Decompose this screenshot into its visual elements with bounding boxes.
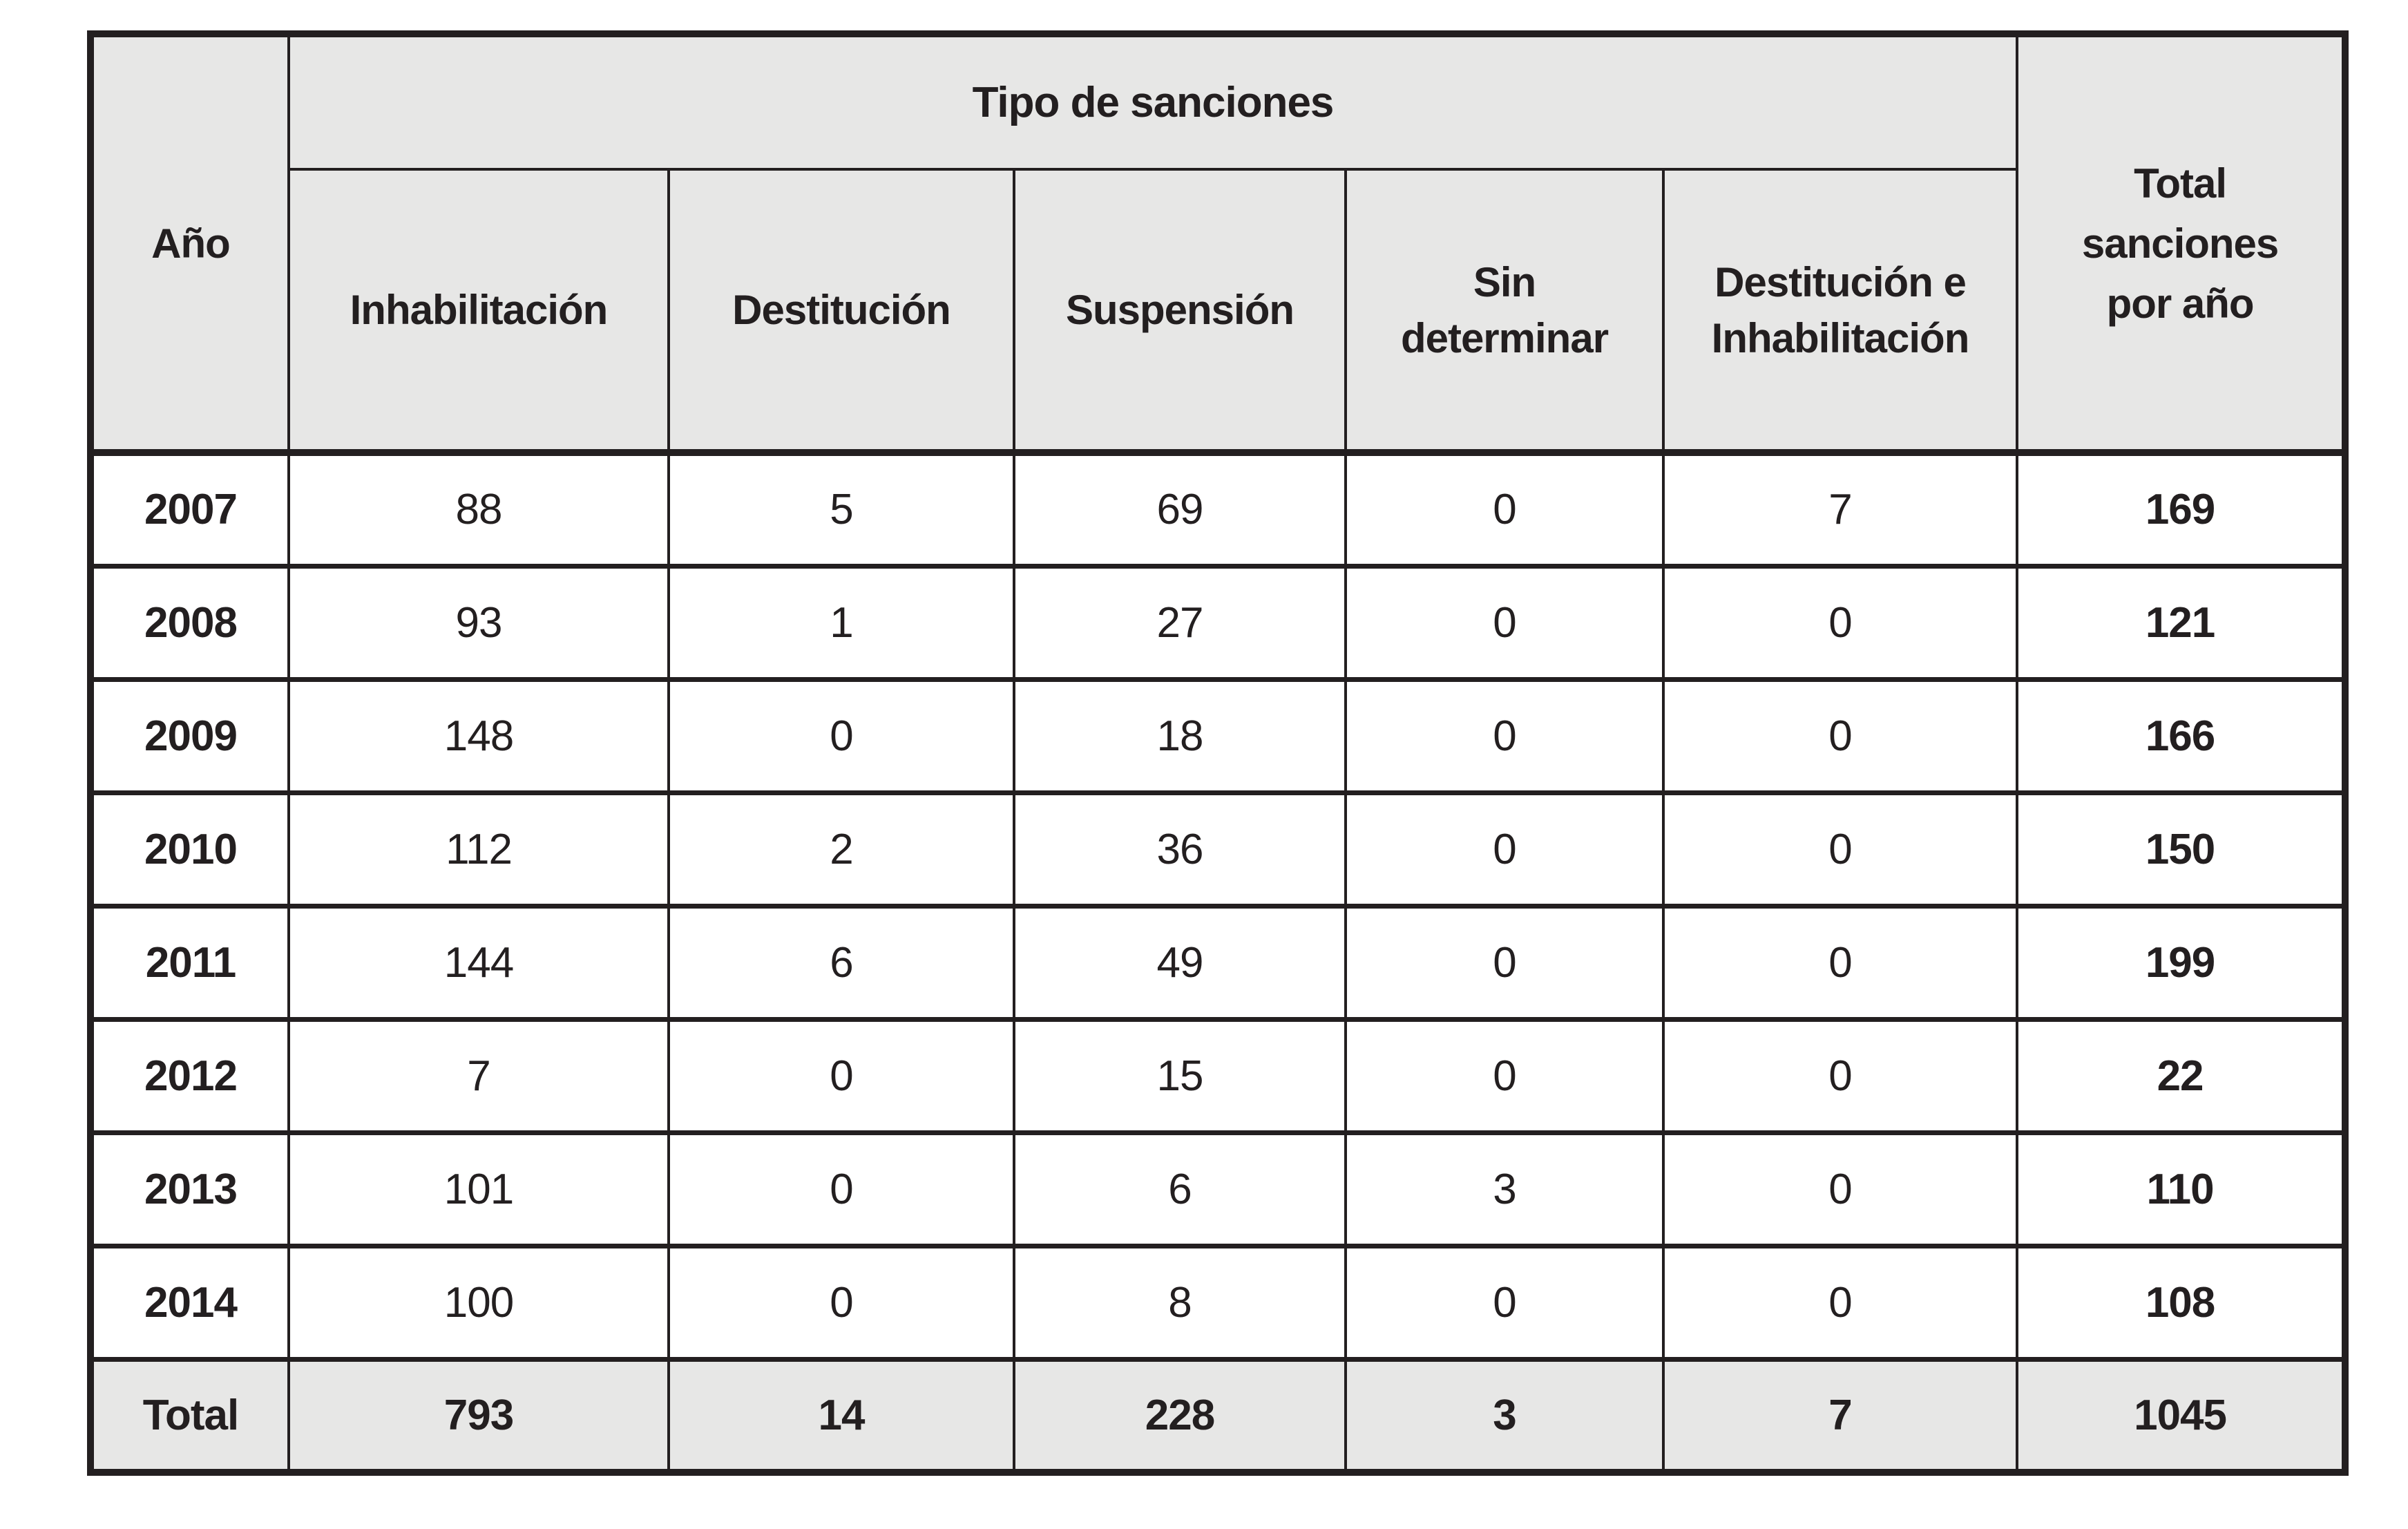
- value-cell: 0: [1344, 450, 1665, 569]
- year-cell: 2010: [89, 790, 290, 909]
- table-row-2010: 2010 112 2 36 0 0 150: [89, 790, 2347, 909]
- year-cell: 2009: [89, 676, 290, 795]
- row-total-cell: 169: [2016, 450, 2347, 569]
- value-cell: 0: [1344, 1243, 1665, 1362]
- total-value-cell: 14: [667, 1356, 1015, 1475]
- year-cell: 2014: [89, 1243, 290, 1362]
- value-cell: 3: [1344, 1130, 1665, 1248]
- table-total-row: Total 793 14 228 3 7 1045: [89, 1356, 2347, 1475]
- value-cell: 101: [287, 1130, 670, 1248]
- row-total-cell: 166: [2016, 676, 2347, 795]
- header-group-row: Año Tipo de sanciones Total sanciones po…: [89, 32, 2347, 456]
- value-cell: 15: [1013, 1016, 1347, 1135]
- value-cell: 0: [1344, 903, 1665, 1022]
- table-row-2013: 2013 101 0 6 3 0 110: [89, 1130, 2347, 1248]
- year-cell: 2012: [89, 1016, 290, 1135]
- value-cell: 148: [287, 676, 670, 795]
- col-header-sin-determinar: Sin determinar: [1344, 168, 1665, 456]
- value-cell: 7: [287, 1016, 670, 1135]
- col-header-inhabilitacion: Inhabilitación: [287, 168, 670, 456]
- grand-total-cell: 1045: [2016, 1356, 2347, 1475]
- value-cell: 144: [287, 903, 670, 1022]
- value-cell: 8: [1013, 1243, 1347, 1362]
- value-cell: 36: [1013, 790, 1347, 909]
- value-cell: 0: [1661, 790, 2019, 909]
- value-cell: 18: [1013, 676, 1347, 795]
- value-cell: 0: [1344, 563, 1665, 682]
- value-cell: 0: [1344, 790, 1665, 909]
- value-cell: 2: [667, 790, 1015, 909]
- col-header-destitucion-e-inhabilitacion: Destitución e Inhabilitación: [1661, 168, 2019, 456]
- row-total-cell: 121: [2016, 563, 2347, 682]
- value-cell: 7: [1661, 450, 2019, 569]
- header-columns-row: Inhabilitación Destitución Suspensión Si…: [90, 168, 2345, 456]
- sanctions-table: Año Tipo de sanciones Total sanciones po…: [87, 30, 2349, 1476]
- year-cell: 2011: [89, 903, 290, 1022]
- value-cell: 88: [287, 450, 670, 569]
- col-header-destitucion: Destitución: [667, 168, 1015, 456]
- table-row-2011: 2011 144 6 49 0 0 199: [89, 903, 2347, 1022]
- value-cell: 6: [1013, 1130, 1347, 1248]
- value-cell: 0: [667, 1243, 1015, 1362]
- total-value-cell: 793: [287, 1356, 670, 1475]
- value-cell: 69: [1013, 450, 1347, 569]
- table-row-2007: 2007 88 5 69 0 7 169: [89, 450, 2347, 569]
- total-label-cell: Total: [89, 1356, 290, 1475]
- row-total-cell: 110: [2016, 1130, 2347, 1248]
- table-row-2012: 2012 7 0 15 0 0 22: [89, 1016, 2347, 1135]
- col-header-suspension: Suspensión: [1013, 168, 1347, 456]
- value-cell: 0: [1661, 1243, 2019, 1362]
- value-cell: 49: [1013, 903, 1347, 1022]
- value-cell: 0: [1661, 563, 2019, 682]
- total-value-cell: 228: [1013, 1356, 1347, 1475]
- value-cell: 112: [287, 790, 670, 909]
- value-cell: 1: [667, 563, 1015, 682]
- value-cell: 27: [1013, 563, 1347, 682]
- year-column-header: Año: [89, 32, 290, 456]
- value-cell: 100: [287, 1243, 670, 1362]
- total-value-cell: 7: [1661, 1356, 2019, 1475]
- value-cell: 0: [1344, 676, 1665, 795]
- row-total-cell: 199: [2016, 903, 2347, 1022]
- table-row-2014: 2014 100 0 8 0 0 108: [89, 1243, 2347, 1362]
- year-cell: 2007: [89, 450, 290, 569]
- year-cell: 2008: [89, 563, 290, 682]
- value-cell: 93: [287, 563, 670, 682]
- table-row-2009: 2009 148 0 18 0 0 166: [89, 676, 2347, 795]
- value-cell: 0: [1661, 903, 2019, 1022]
- value-cell: 0: [1661, 1016, 2019, 1135]
- value-cell: 5: [667, 450, 1015, 569]
- value-cell: 0: [667, 1130, 1015, 1248]
- table-row-2008: 2008 93 1 27 0 0 121: [89, 563, 2347, 682]
- year-cell: 2013: [89, 1130, 290, 1248]
- total-column-header: Total sanciones por año: [2016, 32, 2347, 456]
- row-total-cell: 22: [2016, 1016, 2347, 1135]
- row-total-cell: 108: [2016, 1243, 2347, 1362]
- value-cell: 0: [1661, 1130, 2019, 1248]
- value-cell: 0: [1344, 1016, 1665, 1135]
- row-total-cell: 150: [2016, 790, 2347, 909]
- value-cell: 6: [667, 903, 1015, 1022]
- value-cell: 0: [667, 676, 1015, 795]
- value-cell: 0: [1661, 676, 2019, 795]
- total-value-cell: 3: [1344, 1356, 1665, 1475]
- value-cell: 0: [667, 1016, 1015, 1135]
- sanction-types-group-header: Tipo de sanciones: [287, 32, 2019, 171]
